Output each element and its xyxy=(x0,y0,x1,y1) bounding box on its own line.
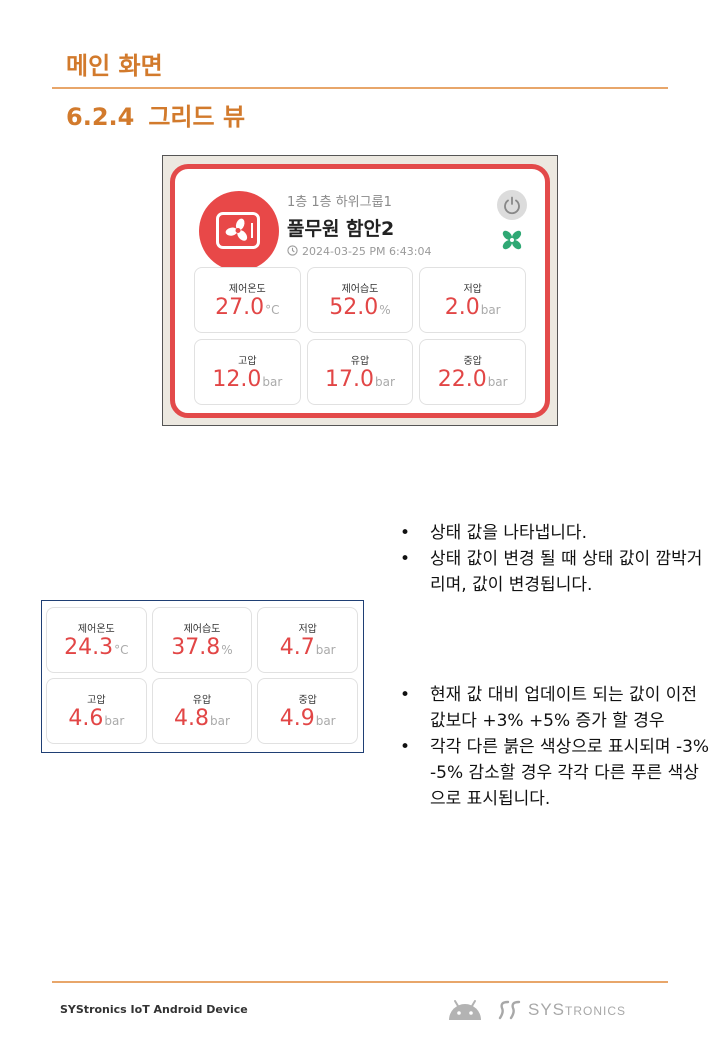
footer-rule xyxy=(52,981,668,983)
tile-value: 12.0 xyxy=(212,367,262,392)
tile-label: 유압 xyxy=(350,356,370,367)
tile-unit: bar xyxy=(375,375,395,389)
value-tile: 중압 4.9bar xyxy=(257,678,358,744)
value-tile: 고압 4.6bar xyxy=(46,678,147,744)
fan-icon xyxy=(199,191,279,271)
bullet-item: 상태 값이 변경 될 때 상태 값이 깜박거리며, 값이 변경됩니다. xyxy=(400,546,710,598)
power-icon[interactable] xyxy=(497,190,527,220)
tile-value: 27.0 xyxy=(215,295,265,320)
tile-label: 제어온도 xyxy=(228,284,266,295)
tile-label: 유압 xyxy=(192,695,212,706)
tile-value: 4.8 xyxy=(174,706,210,731)
tile-value: 2.0 xyxy=(444,295,480,320)
tile-unit: bar xyxy=(315,714,336,728)
value-tile: 저압 4.7bar xyxy=(257,607,358,673)
systronics-logo-icon xyxy=(498,1000,521,1020)
bullet-item: 상태 값을 나타냅니다. xyxy=(400,520,710,546)
device-name: 풀무원 함안2 xyxy=(287,218,395,240)
value-tile: 저압 2.0bar xyxy=(419,267,526,333)
tile-label: 저압 xyxy=(298,624,317,635)
tile-value: 37.8 xyxy=(171,635,221,660)
brand-main: SYS xyxy=(528,1000,566,1019)
device-card-screenshot: 1층 1층 하위그룹1 풀무원 함안2 2024-03-25 PM 6:43:0… xyxy=(162,155,558,426)
tile-unit: bar xyxy=(487,375,508,389)
value-tile: 제어온도 24.3°C xyxy=(46,607,147,673)
brand-rest: TRONICS xyxy=(565,1004,627,1018)
value-tile: 중압 22.0bar xyxy=(419,339,526,405)
tile-unit: °C xyxy=(265,303,280,317)
footer-text: SYStronics IoT Android Device xyxy=(60,1003,248,1016)
example-value-grid: 제어온도 24.3°C 제어습도 37.8% 저압 4.7bar 고압 4.6b… xyxy=(46,607,358,744)
tile-unit: % xyxy=(379,303,391,317)
bullet-list-status: 상태 값을 나타냅니다. 상태 값이 변경 될 때 상태 값이 깜박거리며, 값… xyxy=(400,520,710,598)
sub-title: 6.2.4 그리드 뷰 xyxy=(66,97,245,132)
fan-status-icon xyxy=(499,227,525,253)
value-tile: 제어습도 37.8% xyxy=(151,607,253,673)
tile-unit: % xyxy=(221,643,233,657)
tile-label: 고압 xyxy=(238,356,257,367)
tile-unit: bar xyxy=(262,375,283,389)
value-tile: 제어온도 27.0°C xyxy=(194,267,301,333)
tile-value: 4.6 xyxy=(68,706,104,731)
bullet-item: 각각 다른 붉은 색상으로 표시되며 -3% -5% 감소할 경우 각각 다른 … xyxy=(400,734,710,812)
value-tile: 고압 12.0bar xyxy=(194,339,301,405)
tile-value: 24.3 xyxy=(64,635,114,660)
clock-icon xyxy=(287,245,298,256)
tile-label: 저압 xyxy=(463,284,482,295)
android-icon xyxy=(449,1000,481,1020)
sub-title-text: 그리드 뷰 xyxy=(148,103,246,131)
value-tile: 제어습도 52.0% xyxy=(306,267,414,333)
tile-value: 17.0 xyxy=(325,367,375,392)
tile-label: 제어습도 xyxy=(183,624,221,635)
tile-unit: °C xyxy=(114,643,129,657)
tile-label: 고압 xyxy=(87,695,106,706)
header-rule xyxy=(52,87,668,89)
timestamp-text: 2024-03-25 PM 6:43:04 xyxy=(302,245,432,258)
device-card[interactable]: 1층 1층 하위그룹1 풀무원 함안2 2024-03-25 PM 6:43:0… xyxy=(170,164,550,418)
bullet-list-colors: 현재 값 대비 업데이트 되는 값이 이전 값보다 +3% +5% 증가 할 경… xyxy=(400,682,710,812)
brand-logo: SYSTRONICS xyxy=(498,997,626,1023)
tile-value: 4.7 xyxy=(279,635,315,660)
sub-title-number: 6.2.4 xyxy=(66,103,135,131)
tile-value: 22.0 xyxy=(437,367,487,392)
tile-unit: bar xyxy=(104,714,125,728)
grid-example-screenshot: 제어온도 24.3°C 제어습도 37.8% 저압 4.7bar 고압 4.6b… xyxy=(41,600,364,753)
bullet-item: 현재 값 대비 업데이트 되는 값이 이전 값보다 +3% +5% 증가 할 경… xyxy=(400,682,710,734)
section-title: 메인 화면 xyxy=(66,52,163,80)
device-timestamp: 2024-03-25 PM 6:43:04 xyxy=(287,245,431,258)
tile-label: 중압 xyxy=(298,695,317,706)
value-tile: 유압 17.0bar xyxy=(306,339,414,405)
value-tile: 유압 4.8bar xyxy=(151,678,253,744)
device-group: 1층 1층 하위그룹1 xyxy=(287,195,392,210)
device-value-grid: 제어온도 27.0°C 제어습도 52.0% 저압 2.0bar 고압 12.0… xyxy=(194,267,526,405)
tile-unit: bar xyxy=(210,714,230,728)
tile-label: 제어습도 xyxy=(341,284,379,295)
tile-label: 중압 xyxy=(463,356,482,367)
tile-label: 제어온도 xyxy=(77,624,115,635)
tile-unit: bar xyxy=(315,643,336,657)
tile-value: 4.9 xyxy=(279,706,315,731)
tile-unit: bar xyxy=(480,303,501,317)
tile-value: 52.0 xyxy=(329,295,379,320)
